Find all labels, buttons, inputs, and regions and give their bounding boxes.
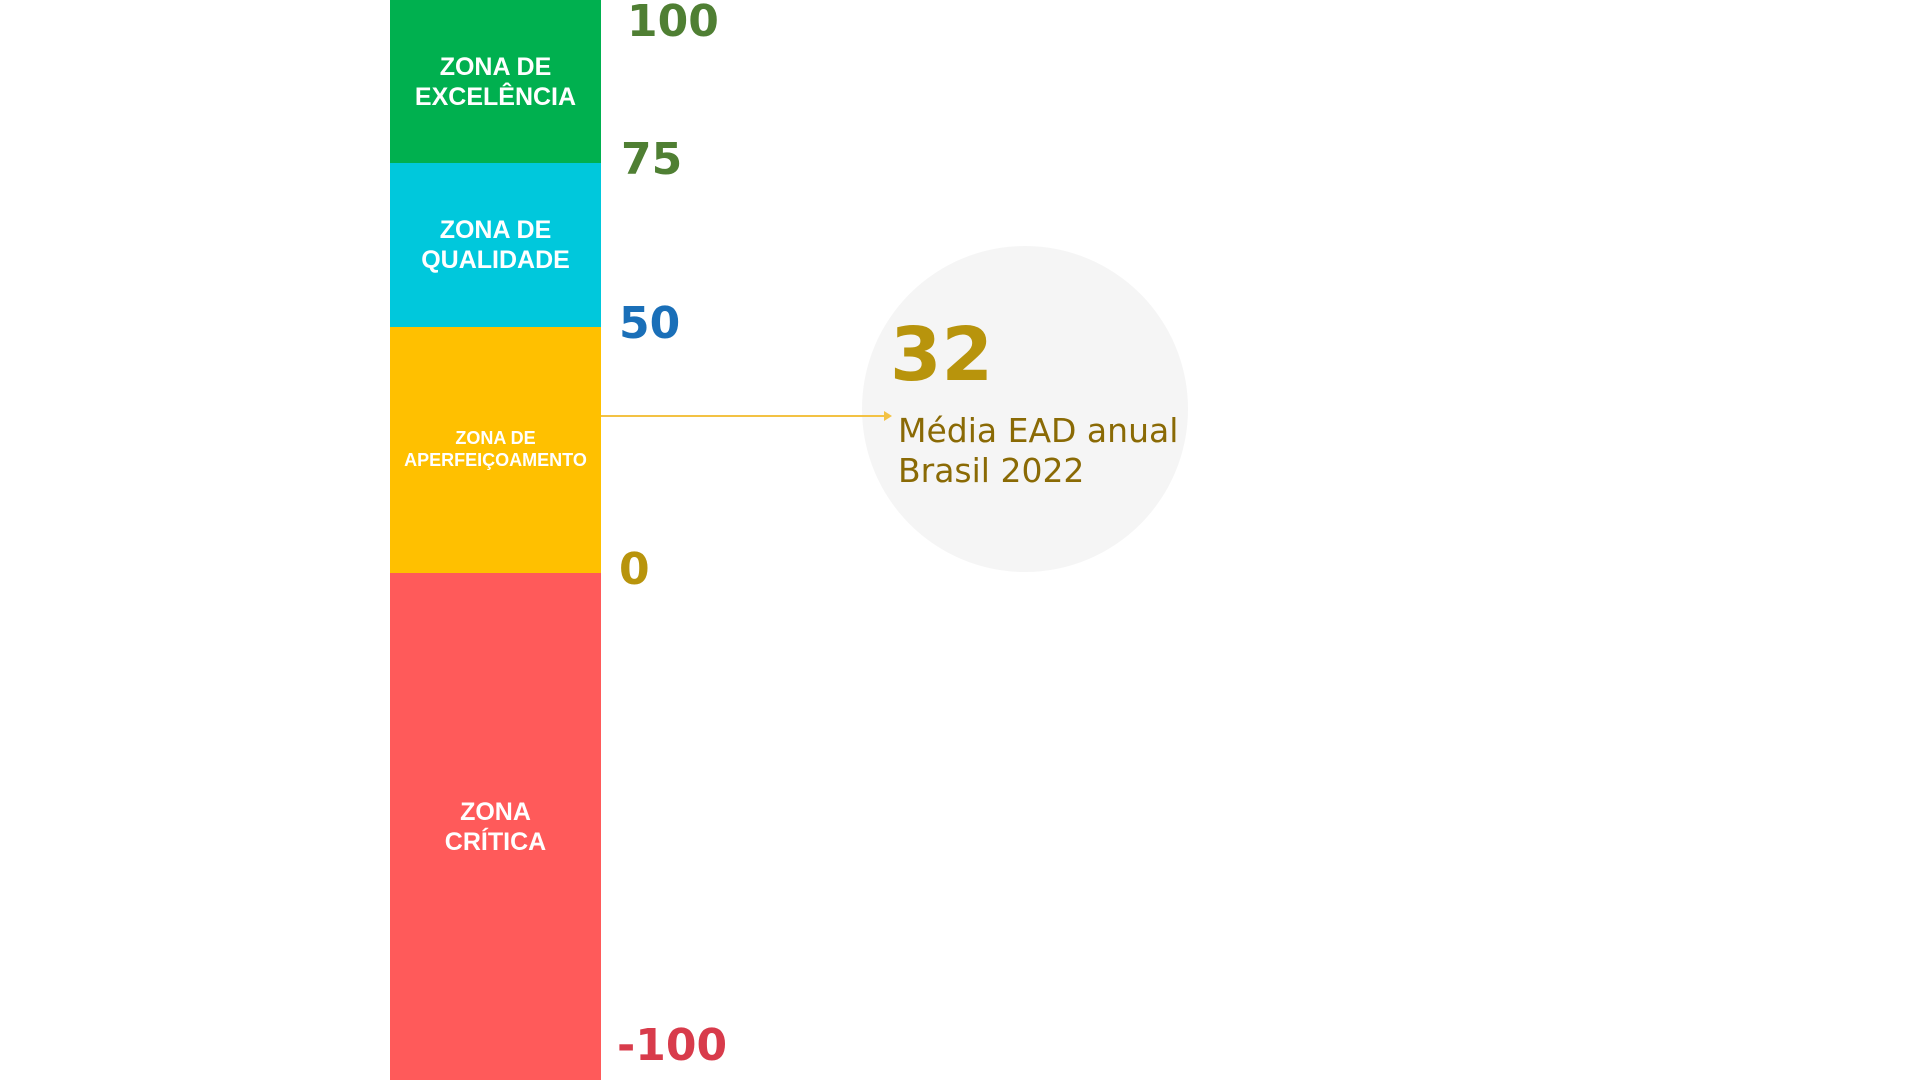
pointer-line: [601, 414, 885, 417]
callout-label: Média EAD anual Brasil 2022: [898, 411, 1179, 491]
zone-label: ZONA DE EXCELÊNCIA: [414, 52, 577, 111]
zone-qualidade: ZONA DE QUALIDADE: [390, 163, 601, 327]
callout-value: 32: [890, 312, 993, 398]
zone-excelencia: ZONA DE EXCELÊNCIA: [390, 0, 601, 163]
tick-label: 50: [619, 298, 681, 349]
pointer-arrowhead: [884, 410, 892, 421]
zone-label: ZONA DE QUALIDADE: [421, 216, 570, 274]
zone-label: ZONA CRÍTICA: [444, 797, 547, 856]
tick-label: -100: [617, 1020, 728, 1071]
zone-label: ZONA DE APERFEIÇOAMENTO: [404, 428, 587, 470]
tick-label: 75: [621, 134, 683, 185]
callout-circle: [862, 246, 1188, 572]
tick-label: 100: [627, 0, 719, 47]
zone-aperfeicoamento: ZONA DE APERFEIÇOAMENTO: [390, 327, 601, 573]
tick-label: 0: [619, 544, 650, 595]
zone-critica: ZONA CRÍTICA: [390, 573, 601, 1080]
